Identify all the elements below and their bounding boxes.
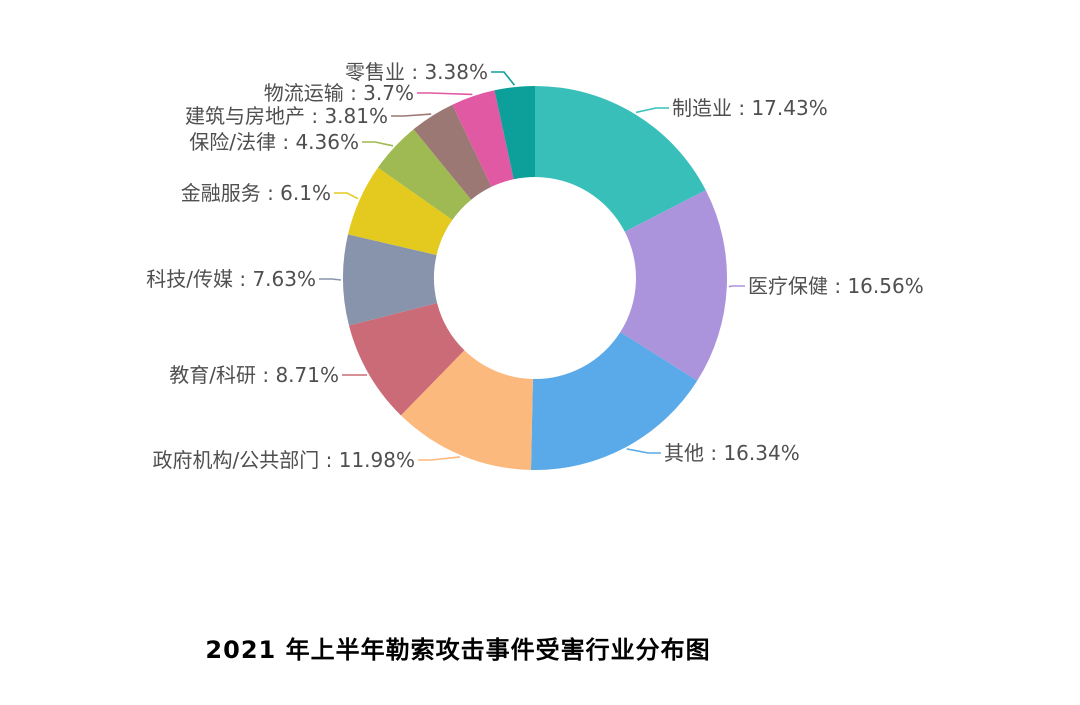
- chart-title: 2021 年上半年勒索攻击事件受害行业分布图: [205, 636, 711, 664]
- pie-slice-5: [343, 234, 438, 326]
- leader-line-6: [334, 192, 359, 200]
- pie-slice-6: [348, 167, 453, 255]
- slice-label-3: 政府机构/公共部门 : 11.98%: [152, 448, 415, 472]
- slice-label-2: 其他 : 16.34%: [664, 441, 800, 465]
- slice-label-7: 保险/法律 : 4.36%: [189, 130, 359, 154]
- leader-line-1: [728, 285, 745, 288]
- leader-line-5: [319, 278, 342, 281]
- slice-label-8: 建筑与房地产 : 3.81%: [185, 104, 388, 128]
- slice-label-0: 制造业 : 17.43%: [672, 96, 828, 120]
- leader-line-9: [417, 92, 473, 96]
- slice-label-1: 医疗保健 : 16.56%: [748, 274, 924, 298]
- slice-label-9: 物流运输 : 3.7%: [263, 81, 414, 105]
- pie-slice-3: [400, 350, 533, 470]
- pie-slice-2: [531, 332, 698, 471]
- pie-slice-9: [452, 90, 514, 187]
- leader-line-10: [491, 71, 516, 86]
- pie-slice-10: [494, 85, 535, 180]
- pie-slice-1: [620, 190, 728, 381]
- slice-label-5: 科技/传媒 : 7.63%: [146, 267, 316, 291]
- leader-line-8: [391, 113, 432, 117]
- slice-label-4: 教育/科研 : 8.71%: [169, 363, 339, 387]
- pie-slice-7: [377, 129, 472, 220]
- leader-line-7: [362, 141, 394, 147]
- pie-slice-0: [535, 86, 706, 232]
- leader-line-2: [626, 448, 661, 454]
- slice-label-10: 零售业 : 3.38%: [345, 60, 488, 84]
- leader-line-0: [635, 107, 669, 114]
- pie-slice-8: [413, 104, 492, 200]
- slice-label-6: 金融服务 : 6.1%: [180, 181, 331, 205]
- pie-slice-4: [349, 303, 465, 416]
- leader-line-3: [418, 456, 461, 461]
